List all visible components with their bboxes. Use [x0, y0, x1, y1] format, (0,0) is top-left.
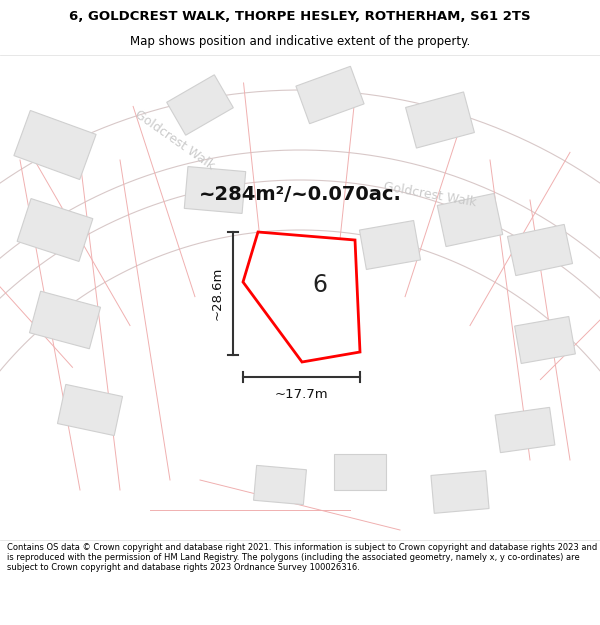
Polygon shape [167, 75, 233, 135]
Text: ~28.6m: ~28.6m [211, 267, 223, 320]
Polygon shape [334, 454, 386, 490]
Polygon shape [437, 193, 503, 247]
Text: Goldcrest Walk: Goldcrest Walk [383, 181, 478, 209]
Polygon shape [184, 166, 246, 214]
Polygon shape [495, 408, 555, 452]
Polygon shape [515, 316, 575, 364]
Polygon shape [359, 221, 421, 269]
Text: 6: 6 [313, 273, 328, 297]
Polygon shape [58, 384, 122, 436]
Text: Map shows position and indicative extent of the property.: Map shows position and indicative extent… [130, 35, 470, 48]
Polygon shape [14, 111, 96, 179]
Polygon shape [296, 66, 364, 124]
Polygon shape [508, 224, 572, 276]
Polygon shape [17, 199, 93, 261]
Polygon shape [243, 232, 360, 362]
Polygon shape [254, 466, 307, 504]
Polygon shape [406, 92, 475, 148]
Polygon shape [29, 291, 101, 349]
Text: ~17.7m: ~17.7m [275, 389, 328, 401]
Text: 6, GOLDCREST WALK, THORPE HESLEY, ROTHERHAM, S61 2TS: 6, GOLDCREST WALK, THORPE HESLEY, ROTHER… [69, 10, 531, 23]
Polygon shape [272, 242, 338, 298]
Polygon shape [0, 180, 600, 396]
Text: Contains OS data © Crown copyright and database right 2021. This information is : Contains OS data © Crown copyright and d… [7, 542, 598, 572]
Polygon shape [431, 471, 489, 513]
Polygon shape [0, 90, 600, 421]
Text: Goldcrest Walk: Goldcrest Walk [133, 107, 217, 172]
Text: ~284m²/~0.070ac.: ~284m²/~0.070ac. [199, 186, 401, 204]
